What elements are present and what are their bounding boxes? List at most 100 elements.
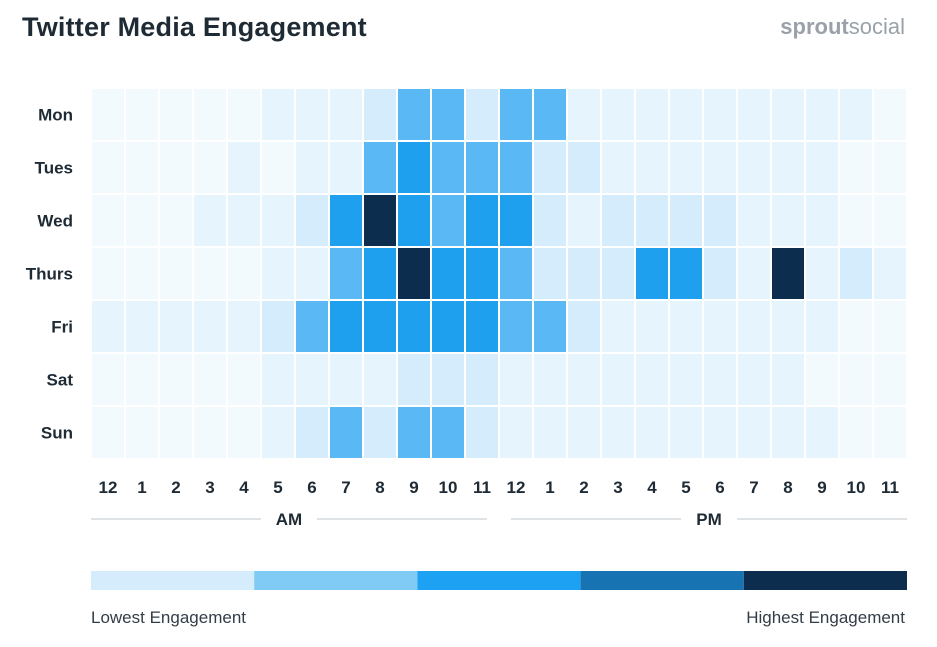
heatmap-cell	[670, 142, 702, 193]
legend-segment	[580, 571, 744, 590]
column-tick-label: 5	[273, 478, 282, 497]
heatmap-cell	[704, 301, 736, 352]
heatmap-cell	[874, 195, 906, 246]
heatmap-cell	[704, 142, 736, 193]
heatmap-cell	[364, 248, 396, 299]
heatmap-cell	[806, 89, 838, 140]
heatmap-cell	[330, 407, 362, 458]
brand-logo-light: social	[848, 14, 905, 39]
heatmap-cell	[636, 301, 668, 352]
heatmap-cell	[738, 89, 770, 140]
heatmap-cell	[602, 248, 634, 299]
heatmap-cell	[194, 301, 226, 352]
heatmap-cell	[194, 89, 226, 140]
column-tick-label: 8	[375, 478, 384, 497]
column-tick-label: 4	[239, 478, 249, 497]
heatmap-cell	[568, 195, 600, 246]
heatmap-cell	[772, 354, 804, 405]
heatmap-cell	[670, 195, 702, 246]
column-tick-label: 9	[817, 478, 826, 497]
heatmap-cell	[126, 195, 158, 246]
heatmap-cell	[500, 89, 532, 140]
heatmap-cell	[364, 301, 396, 352]
heatmap-cell	[704, 89, 736, 140]
row-label: Thurs	[26, 265, 73, 284]
heatmap-cell	[126, 301, 158, 352]
heatmap-cell	[262, 89, 294, 140]
heatmap-cell	[432, 301, 464, 352]
heatmap-cell	[840, 248, 872, 299]
heatmap-cell	[296, 354, 328, 405]
heatmap-cell	[534, 301, 566, 352]
column-tick-label: 4	[647, 478, 657, 497]
heatmap-cell	[874, 248, 906, 299]
heatmap-cell	[194, 407, 226, 458]
row-label: Wed	[37, 212, 73, 231]
heatmap-cell	[500, 407, 532, 458]
heatmap-cell	[670, 407, 702, 458]
heatmap-cell	[92, 142, 124, 193]
heatmap-cell	[228, 248, 260, 299]
heatmap-cell	[602, 195, 634, 246]
heatmap-cell	[738, 301, 770, 352]
heatmap-cell	[262, 301, 294, 352]
heatmap-cell	[466, 354, 498, 405]
heatmap-cell	[330, 248, 362, 299]
heatmap-cell	[636, 195, 668, 246]
heatmap-cell	[840, 89, 872, 140]
heatmap-cell	[262, 195, 294, 246]
row-label: Fri	[51, 318, 73, 337]
heatmap-cell	[568, 301, 600, 352]
heatmap-cell	[466, 248, 498, 299]
column-tick-label: 11	[881, 478, 899, 497]
heatmap-cell	[398, 89, 430, 140]
heatmap-cell	[92, 195, 124, 246]
heatmap-cell	[466, 195, 498, 246]
heatmap-cell	[160, 89, 192, 140]
heatmap-cell	[228, 195, 260, 246]
heatmap-cell	[772, 195, 804, 246]
heatmap-cell	[398, 195, 430, 246]
heatmap-cell	[500, 354, 532, 405]
heatmap-cell	[568, 407, 600, 458]
heatmap-cell	[602, 407, 634, 458]
heatmap-cell	[568, 89, 600, 140]
heatmap-cell	[772, 248, 804, 299]
heatmap-cell	[262, 354, 294, 405]
heatmap-cell	[262, 142, 294, 193]
column-tick-label: 5	[681, 478, 690, 497]
heatmap-cell	[126, 407, 158, 458]
heatmap-cell	[534, 248, 566, 299]
column-tick-label: 6	[307, 478, 316, 497]
heatmap-cell	[704, 354, 736, 405]
heatmap-cell	[534, 407, 566, 458]
heatmap-cell	[262, 248, 294, 299]
legend-segment	[417, 571, 581, 590]
heatmap-cell	[738, 354, 770, 405]
heatmap-cell	[432, 354, 464, 405]
legend-segment	[91, 571, 255, 590]
heatmap-cell	[738, 407, 770, 458]
legend-segment	[254, 571, 418, 590]
heatmap-cell	[500, 195, 532, 246]
heatmap-cell	[772, 89, 804, 140]
heatmap-cell	[432, 407, 464, 458]
heatmap-cell	[602, 89, 634, 140]
heatmap-cell	[296, 142, 328, 193]
heatmap-cell	[568, 354, 600, 405]
heatmap-cell	[228, 142, 260, 193]
heatmap-cell	[160, 301, 192, 352]
brand-logo: sproutsocial	[780, 14, 905, 40]
heatmap-cell	[228, 407, 260, 458]
heatmap-cell	[330, 89, 362, 140]
heatmap-cell	[874, 407, 906, 458]
row-label: Sat	[47, 371, 74, 390]
heatmap-cell	[160, 142, 192, 193]
heatmap-cell	[568, 142, 600, 193]
heatmap-cell	[432, 89, 464, 140]
column-tick-label: 3	[205, 478, 214, 497]
legend-low-label: Lowest Engagement	[91, 608, 246, 627]
column-tick-label: 8	[783, 478, 792, 497]
heatmap-cell	[296, 89, 328, 140]
heatmap-cell	[602, 301, 634, 352]
